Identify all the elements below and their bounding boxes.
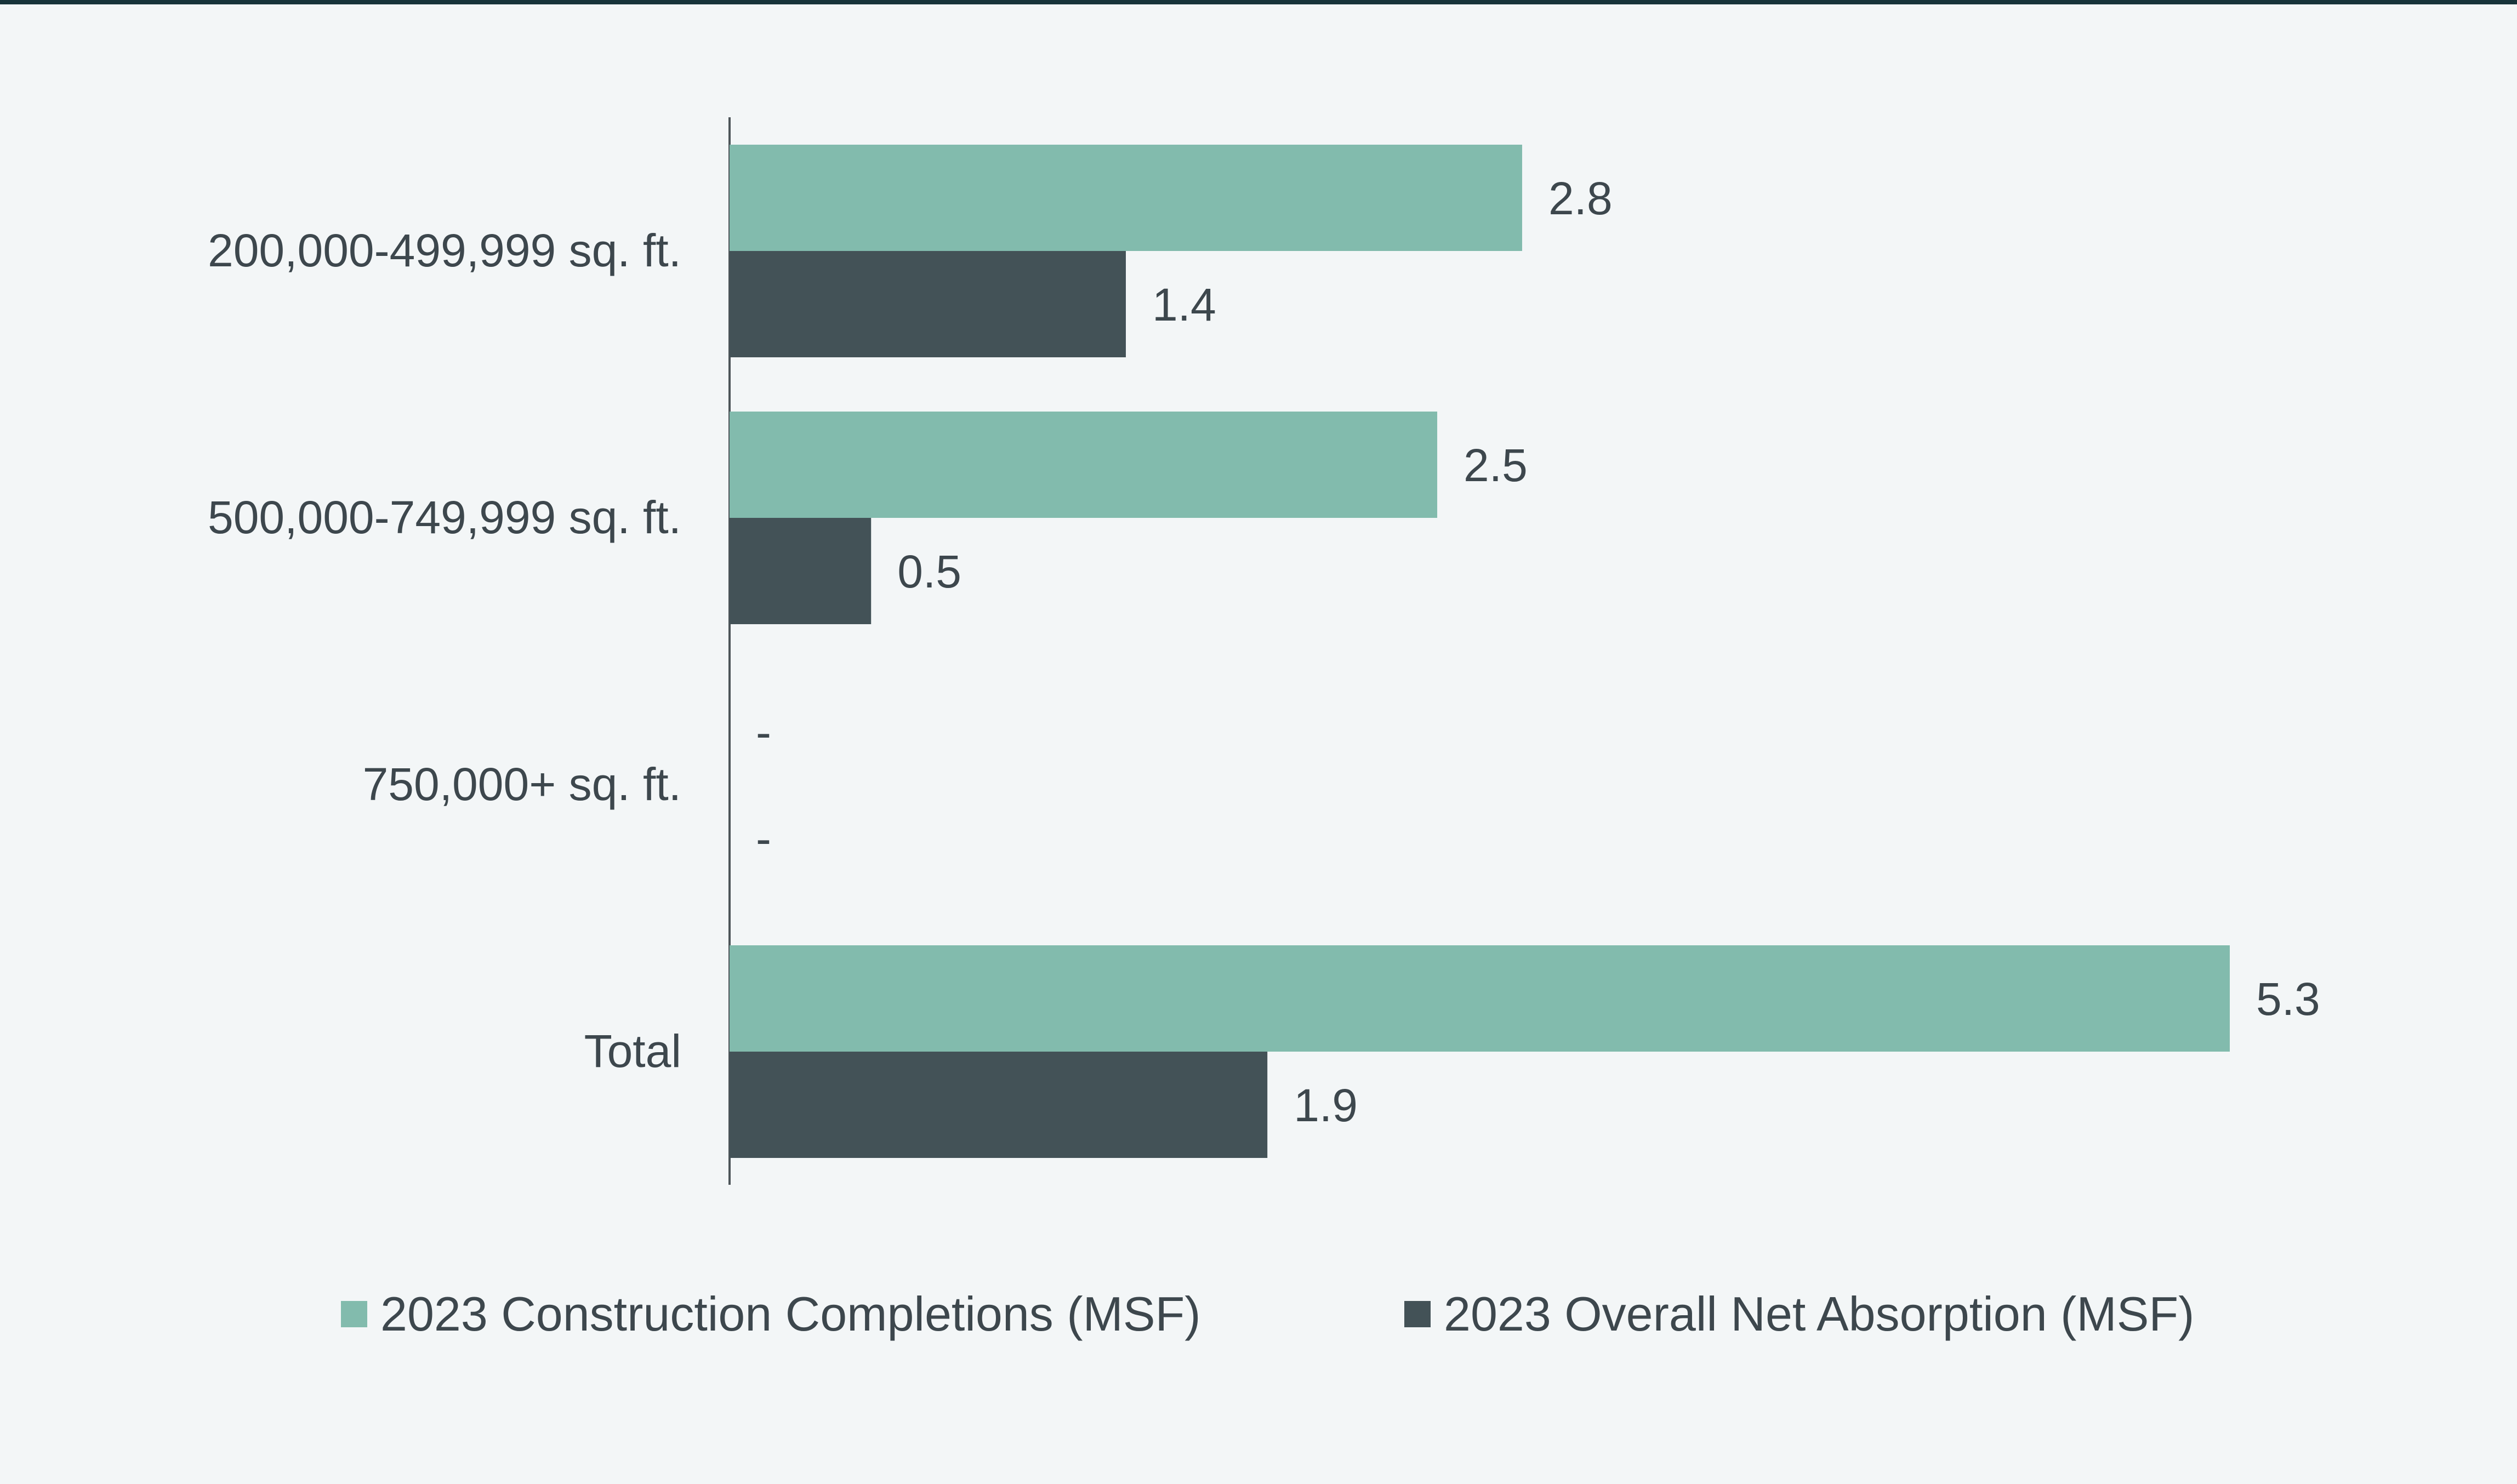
labels-layer: 200,000-499,999 sq. ft. 2.8 1.4 500,000-749… <box>208 173 2320 1131</box>
category-label: 200,000-499,999 sq. ft. <box>208 225 681 276</box>
data-label: 2.8 <box>1548 173 1613 224</box>
top-rule <box>0 0 2517 4</box>
bar <box>730 945 2230 1052</box>
data-label: - <box>756 813 771 864</box>
category-label: 750,000+ sq. ft. <box>363 758 681 810</box>
category-label: Total <box>584 1025 681 1077</box>
data-label: 2.5 <box>1463 440 1528 491</box>
data-label: - <box>756 706 771 758</box>
legend-label: 2023 Construction Completions (MSF) <box>380 1287 1201 1341</box>
legend-swatch <box>341 1301 367 1327</box>
bar <box>730 1052 1268 1158</box>
bar <box>730 412 1438 518</box>
bars-layer <box>728 117 2230 1185</box>
legend-label: 2023 Overall Net Absorption (MSF) <box>1444 1287 2194 1341</box>
legend: 2023 Construction Completions (MSF) 2023 … <box>341 1287 2194 1341</box>
bar <box>730 251 1126 357</box>
bar <box>730 145 1522 251</box>
data-label: 1.9 <box>1294 1080 1358 1131</box>
data-label: 1.4 <box>1152 279 1216 330</box>
legend-swatch <box>1404 1301 1431 1327</box>
data-label: 0.5 <box>897 546 961 597</box>
bar <box>730 518 872 624</box>
category-label: 500,000-749,999 sq. ft. <box>208 492 681 543</box>
data-label: 5.3 <box>2256 973 2320 1025</box>
